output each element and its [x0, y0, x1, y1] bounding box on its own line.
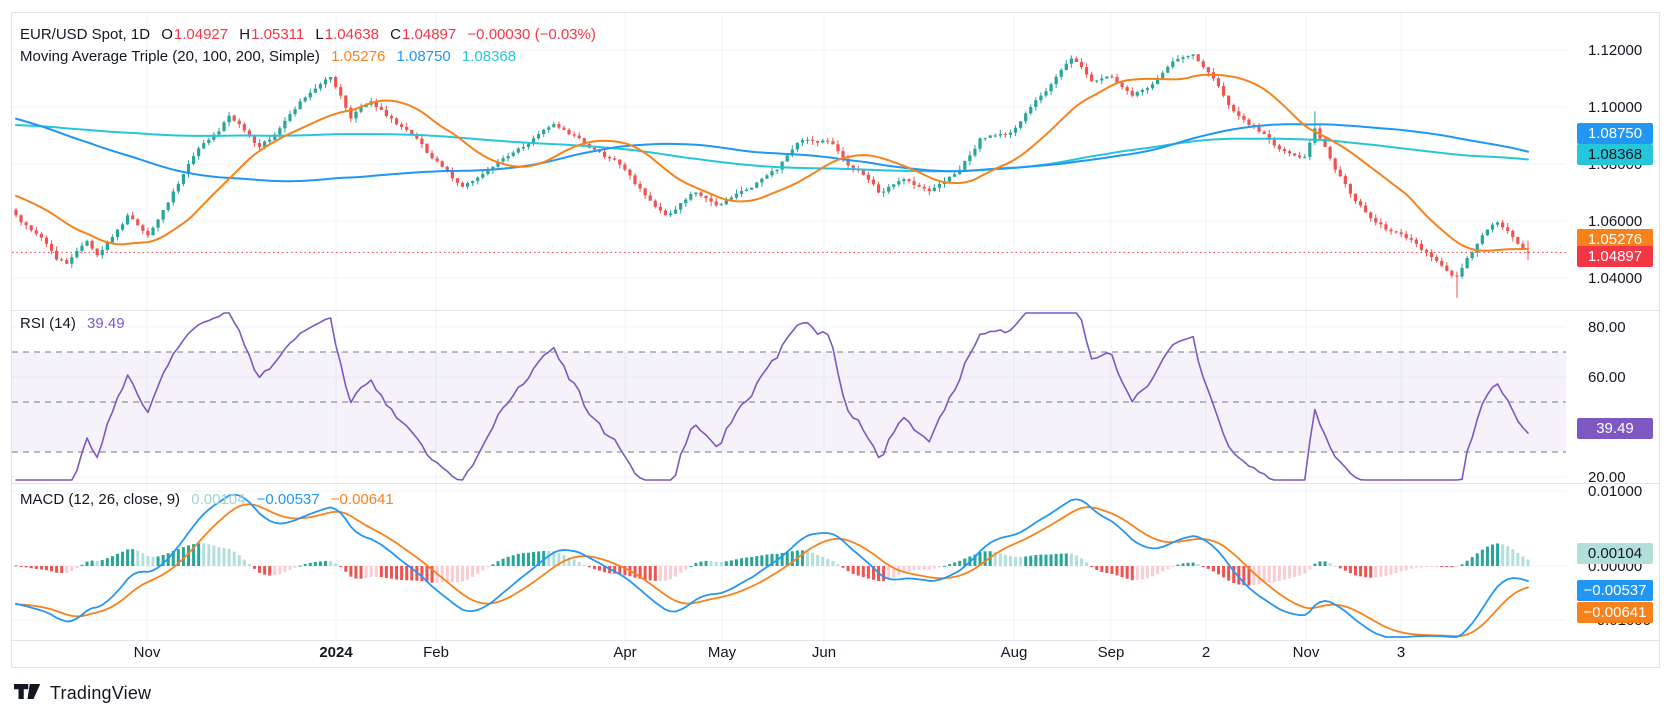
time-axis-label: 2 [1202, 644, 1210, 661]
rsi-tick-label: 80.00 [1588, 319, 1626, 336]
ma-indicator-label: Moving Average Triple (20, 100, 200, Sim… [20, 48, 320, 65]
time-axis-label: Sep [1098, 644, 1125, 661]
low-label: L [315, 26, 324, 43]
time-axis-label: Jun [812, 644, 836, 661]
price-tick-label: 1.10000 [1588, 99, 1642, 116]
close-label: C [390, 26, 402, 43]
time-axis-label: May [708, 644, 737, 661]
ma200-value: 1.08368 [461, 48, 517, 65]
macd-legend-row[interactable]: MACD (12, 26, close, 9) 0.00104 −0.00537… [20, 491, 401, 508]
macd-signal-badge: −0.00641 [1577, 601, 1653, 623]
ma20-price-badge: 1.05276 [1577, 228, 1653, 250]
rsi-tick-label: 20.00 [1588, 469, 1626, 486]
ma100-price-badge: 1.08750 [1577, 122, 1653, 144]
time-axis-label: 2024 [319, 644, 353, 661]
macd-line-value: −0.00537 [256, 491, 320, 508]
rsi-tick-label: 60.00 [1588, 369, 1626, 386]
ma100-line [15, 117, 1529, 183]
open-label: O [161, 26, 173, 43]
ma200-price-badge: 1.08368 [1577, 143, 1653, 165]
macd-tick-label: 0.01000 [1588, 483, 1642, 500]
time-axis-label: 3 [1397, 644, 1405, 661]
pane-separators [10, 12, 1660, 668]
macd-line [15, 493, 1529, 638]
open-value: 1.04927 [173, 26, 229, 43]
rsi-legend-row[interactable]: RSI (14) 39.49 [20, 315, 132, 332]
ma20-value: 1.05276 [331, 48, 386, 65]
ma-indicator-legend-row[interactable]: Moving Average Triple (20, 100, 200, Sim… [20, 48, 523, 65]
ma20-line [15, 73, 1529, 252]
ma100-value: 1.08750 [396, 48, 451, 65]
time-axis-label: Nov [1293, 644, 1320, 661]
time-scale-axis[interactable] [10, 641, 1660, 668]
candles-series [14, 54, 1530, 298]
high-value: 1.05311 [251, 26, 305, 43]
price-tick-label: 1.04000 [1588, 270, 1642, 287]
rsi-value-badge: 39.49 [1577, 417, 1653, 439]
macd-signal-value: −0.00641 [330, 491, 394, 508]
ma200-line [15, 124, 1529, 173]
symbol-title: EUR/USD Spot, 1D [20, 26, 151, 43]
low-value: 1.04638 [324, 26, 379, 43]
macd-label: MACD (12, 26, close, 9) [20, 491, 181, 508]
time-axis-label: Aug [1001, 644, 1028, 661]
rsi-value: 39.49 [87, 315, 125, 332]
symbol-legend-row[interactable]: EUR/USD Spot, 1D O1.04927 H1.05311 L1.04… [20, 26, 603, 43]
time-axis-label: Apr [613, 644, 636, 661]
tradingview-logo-icon [14, 684, 41, 699]
rsi-line [15, 312, 1529, 481]
macd-hist-badge: 0.00104 [1577, 542, 1653, 564]
price-tick-label: 1.12000 [1588, 42, 1642, 59]
change-value: −0.00030 (−0.03%) [467, 26, 596, 43]
price-tick-label: 1.06000 [1588, 213, 1642, 230]
time-axis-label: Nov [134, 644, 161, 661]
gridlines [12, 13, 1566, 640]
macd-signal-line [15, 503, 1529, 638]
macd-hist-value: 0.00104 [191, 491, 246, 508]
macd-line-badge: −0.00537 [1577, 579, 1653, 601]
high-label: H [239, 26, 251, 43]
close-value: 1.04897 [402, 26, 457, 43]
tradingview-logo[interactable]: TradingView [14, 681, 151, 705]
tradingview-logo-text: TradingView [50, 682, 152, 703]
time-axis-label: Feb [423, 644, 449, 661]
last-price-badge: 1.04897 [1577, 245, 1653, 267]
rsi-band [12, 351, 1566, 453]
rsi-label: RSI (14) [20, 315, 76, 332]
